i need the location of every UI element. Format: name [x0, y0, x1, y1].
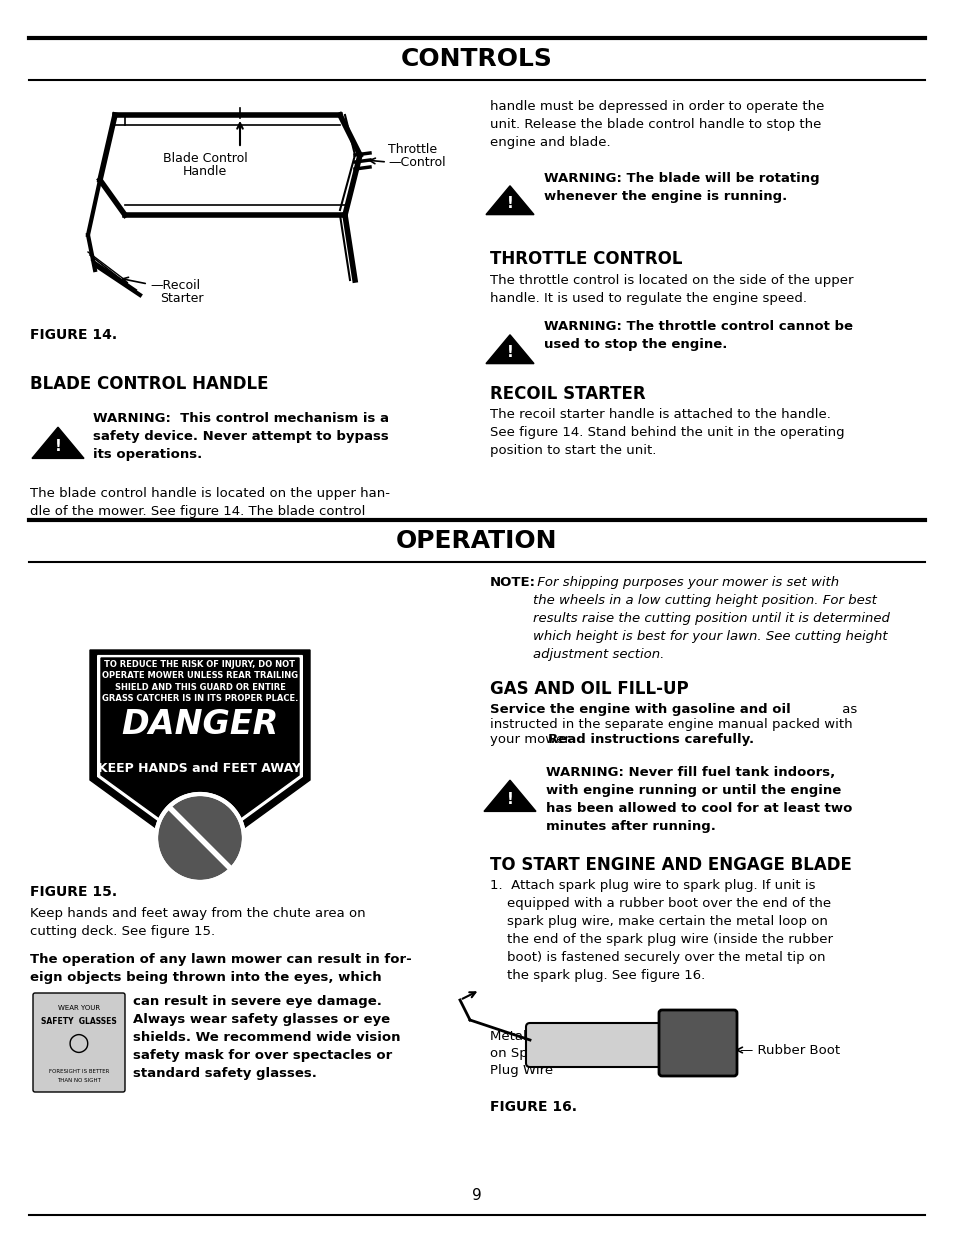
Text: Blade Control: Blade Control — [162, 152, 247, 165]
Text: —Control: —Control — [388, 156, 445, 170]
Text: BLADE CONTROL HANDLE: BLADE CONTROL HANDLE — [30, 375, 268, 392]
Polygon shape — [97, 656, 302, 851]
Text: TO START ENGINE AND ENGAGE BLADE: TO START ENGINE AND ENGAGE BLADE — [490, 855, 851, 874]
FancyBboxPatch shape — [659, 1010, 737, 1076]
Text: FIGURE 15.: FIGURE 15. — [30, 885, 117, 899]
Circle shape — [158, 796, 242, 880]
Text: Handle: Handle — [183, 165, 227, 178]
Text: !: ! — [54, 439, 61, 454]
Text: 1.  Attach spark plug wire to spark plug. If unit is
    equipped with a rubber : 1. Attach spark plug wire to spark plug.… — [490, 879, 832, 982]
Text: instructed in the separate engine manual packed with: instructed in the separate engine manual… — [490, 718, 852, 730]
Polygon shape — [485, 186, 534, 214]
Text: —Recoil: —Recoil — [150, 279, 200, 292]
Text: handle must be depressed in order to operate the
unit. Release the blade control: handle must be depressed in order to ope… — [490, 100, 823, 149]
Polygon shape — [485, 334, 534, 364]
Text: The operation of any lawn mower can result in for-
eign objects being thrown int: The operation of any lawn mower can resu… — [30, 953, 412, 984]
Text: as: as — [837, 703, 857, 716]
Text: DANGER: DANGER — [121, 708, 278, 742]
Text: ○: ○ — [68, 1031, 90, 1055]
Text: 9: 9 — [472, 1187, 481, 1202]
Text: Read instructions carefully.: Read instructions carefully. — [547, 733, 753, 747]
Polygon shape — [483, 780, 536, 811]
Text: The recoil starter handle is attached to the handle.
See figure 14. Stand behind: The recoil starter handle is attached to… — [490, 409, 843, 457]
Text: The blade control handle is located on the upper han-
dle of the mower. See figu: The blade control handle is located on t… — [30, 487, 390, 517]
Text: The throttle control is located on the side of the upper
handle. It is used to r: The throttle control is located on the s… — [490, 274, 853, 305]
Text: — Rubber Boot: — Rubber Boot — [740, 1044, 840, 1056]
Text: FORESIGHT IS BETTER: FORESIGHT IS BETTER — [49, 1068, 109, 1075]
Text: FIGURE 16.: FIGURE 16. — [490, 1101, 577, 1114]
FancyBboxPatch shape — [525, 1023, 663, 1067]
Text: TO REDUCE THE RISK OF INJURY, DO NOT
OPERATE MOWER UNLESS REAR TRAILING
SHIELD A: TO REDUCE THE RISK OF INJURY, DO NOT OPE… — [102, 660, 298, 703]
Text: CONTROLS: CONTROLS — [400, 47, 553, 71]
Text: SAFETY  GLASSES: SAFETY GLASSES — [41, 1016, 117, 1026]
Text: your mower.: your mower. — [490, 733, 577, 747]
Text: WARNING: The blade will be rotating
whenever the engine is running.: WARNING: The blade will be rotating when… — [543, 172, 819, 203]
Text: can result in severe eye damage.
Always wear safety glasses or eye
shields. We r: can result in severe eye damage. Always … — [132, 995, 400, 1080]
Text: !: ! — [506, 792, 513, 807]
Text: THAN NO SIGHT: THAN NO SIGHT — [57, 1078, 101, 1083]
Polygon shape — [32, 427, 84, 458]
Polygon shape — [101, 659, 298, 847]
Text: Service the engine with gasoline and oil: Service the engine with gasoline and oil — [490, 703, 790, 716]
Text: GAS AND OIL FILL-UP: GAS AND OIL FILL-UP — [490, 680, 688, 698]
Text: !: ! — [506, 345, 513, 360]
Text: WEAR YOUR: WEAR YOUR — [58, 1005, 100, 1011]
FancyBboxPatch shape — [33, 993, 125, 1092]
Text: NOTE:: NOTE: — [490, 576, 536, 589]
Text: FIGURE 14.: FIGURE 14. — [30, 328, 117, 342]
Text: KEEP HANDS and FEET AWAY: KEEP HANDS and FEET AWAY — [98, 761, 301, 775]
Polygon shape — [90, 650, 310, 860]
Text: WARNING:  This control mechanism is a
safety device. Never attempt to bypass
its: WARNING: This control mechanism is a saf… — [92, 412, 389, 461]
Text: For shipping purposes your mower is set with
the wheels in a low cutting height : For shipping purposes your mower is set … — [533, 576, 889, 661]
Text: Keep hands and feet away from the chute area on
cutting deck. See figure 15.: Keep hands and feet away from the chute … — [30, 907, 365, 938]
Text: THROTTLE CONTROL: THROTTLE CONTROL — [490, 250, 681, 267]
Text: WARNING: Never fill fuel tank indoors,
with engine running or until the engine
h: WARNING: Never fill fuel tank indoors, w… — [545, 766, 851, 833]
Text: Throttle: Throttle — [388, 144, 436, 156]
Text: Starter: Starter — [160, 292, 203, 305]
Text: OPERATION: OPERATION — [395, 529, 558, 553]
Text: WARNING: The throttle control cannot be
used to stop the engine.: WARNING: The throttle control cannot be … — [543, 319, 852, 352]
Text: Metal Loop
on Spark
Plug Wire: Metal Loop on Spark Plug Wire — [490, 1030, 562, 1077]
Text: !: ! — [506, 197, 513, 212]
Text: RECOIL STARTER: RECOIL STARTER — [490, 385, 645, 404]
